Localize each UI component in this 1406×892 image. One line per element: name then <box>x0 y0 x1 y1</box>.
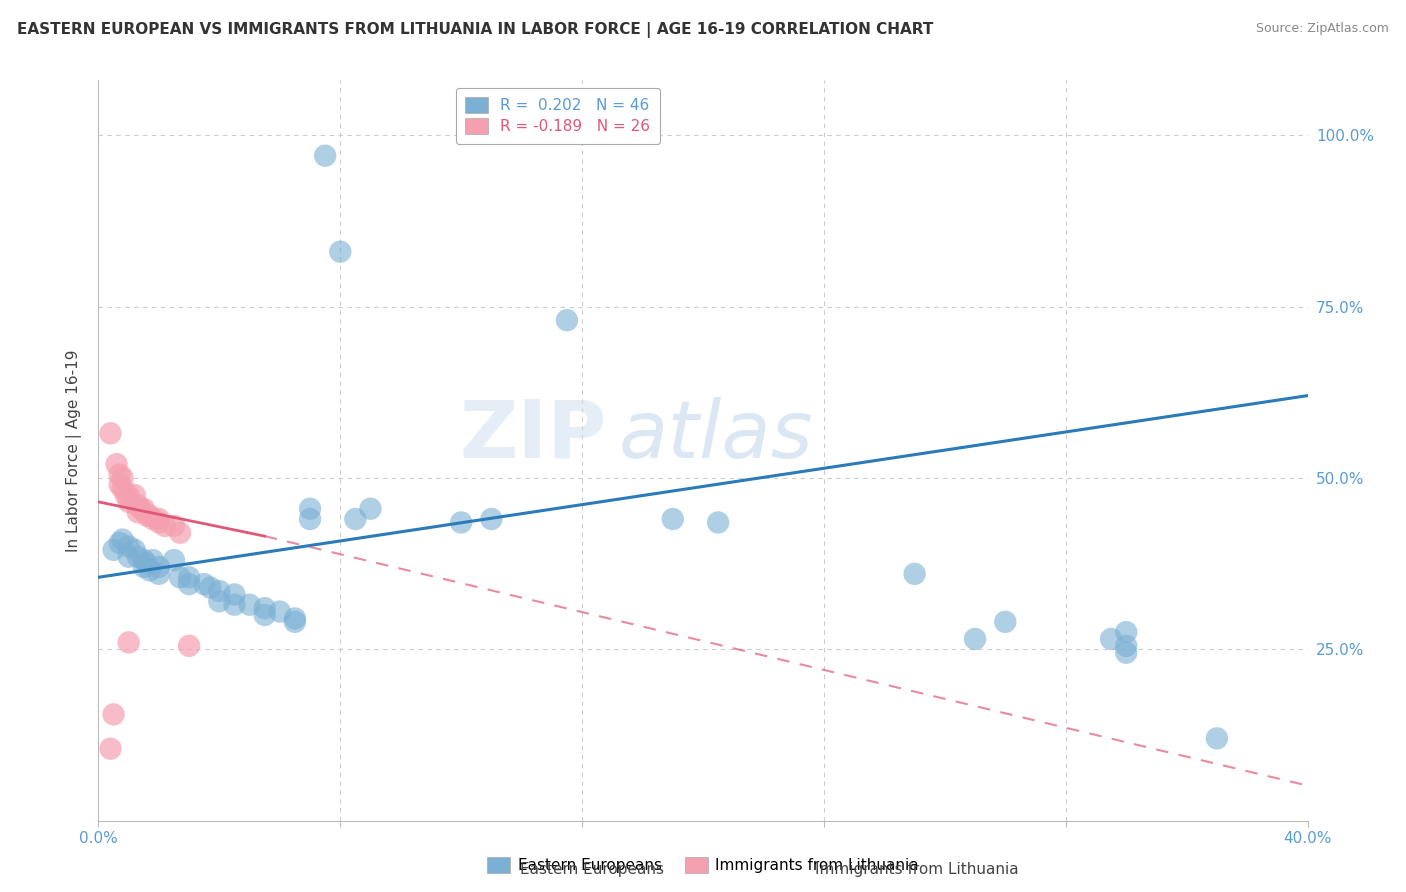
Point <box>1099 632 1122 646</box>
Point <box>118 549 141 564</box>
Point <box>179 577 201 591</box>
Point <box>284 615 307 629</box>
Point <box>132 560 155 574</box>
Point <box>193 577 215 591</box>
Point <box>169 525 191 540</box>
Point <box>132 553 155 567</box>
Legend: R =  0.202   N = 46, R = -0.189   N = 26: R = 0.202 N = 46, R = -0.189 N = 26 <box>456 88 659 144</box>
Point <box>100 741 122 756</box>
Point <box>142 553 165 567</box>
Point <box>108 536 131 550</box>
Text: Eastern Europeans: Eastern Europeans <box>520 863 664 877</box>
Text: atlas: atlas <box>619 397 813 475</box>
Point <box>118 540 141 554</box>
Point <box>132 501 155 516</box>
Point <box>239 598 262 612</box>
Point <box>179 639 201 653</box>
Point <box>707 516 730 530</box>
Point <box>269 605 291 619</box>
Point <box>344 512 367 526</box>
Point <box>118 495 141 509</box>
Point <box>108 467 131 482</box>
Point <box>224 587 246 601</box>
Point <box>103 542 125 557</box>
Point <box>139 508 162 523</box>
Point <box>169 570 191 584</box>
Point <box>163 519 186 533</box>
Point <box>224 598 246 612</box>
Point <box>253 607 276 622</box>
Point <box>299 501 322 516</box>
Point <box>1115 639 1137 653</box>
Point <box>124 542 146 557</box>
Point <box>118 635 141 649</box>
Point <box>904 566 927 581</box>
Point <box>127 505 149 519</box>
Point <box>661 512 683 526</box>
Point <box>139 563 162 577</box>
Text: ZIP: ZIP <box>458 397 606 475</box>
Point <box>142 512 165 526</box>
Point <box>135 557 157 571</box>
Text: Source: ZipAtlas.com: Source: ZipAtlas.com <box>1256 22 1389 36</box>
Point <box>555 313 578 327</box>
Point <box>314 149 336 163</box>
Point <box>208 594 231 608</box>
Point <box>163 553 186 567</box>
Point <box>200 581 222 595</box>
Point <box>111 481 134 495</box>
Point <box>284 611 307 625</box>
Point <box>1206 731 1229 746</box>
Point <box>108 477 131 491</box>
Text: Immigrants from Lithuania: Immigrants from Lithuania <box>815 863 1019 877</box>
Point <box>208 584 231 599</box>
Point <box>994 615 1017 629</box>
Legend: Eastern Europeans, Immigrants from Lithuania: Eastern Europeans, Immigrants from Lithu… <box>481 851 925 880</box>
Point <box>329 244 352 259</box>
Point <box>179 570 201 584</box>
Point <box>148 516 170 530</box>
Point <box>100 426 122 441</box>
Point <box>148 512 170 526</box>
Point <box>127 549 149 564</box>
Point <box>299 512 322 526</box>
Point <box>111 533 134 547</box>
Point <box>114 488 136 502</box>
Point <box>450 516 472 530</box>
Point <box>135 508 157 523</box>
Point <box>105 457 128 471</box>
Point <box>129 501 152 516</box>
Point <box>153 519 176 533</box>
Y-axis label: In Labor Force | Age 16-19: In Labor Force | Age 16-19 <box>66 349 83 552</box>
Point <box>148 566 170 581</box>
Point <box>965 632 987 646</box>
Point <box>148 560 170 574</box>
Point <box>253 601 276 615</box>
Point <box>111 471 134 485</box>
Point <box>118 488 141 502</box>
Text: EASTERN EUROPEAN VS IMMIGRANTS FROM LITHUANIA IN LABOR FORCE | AGE 16-19 CORRELA: EASTERN EUROPEAN VS IMMIGRANTS FROM LITH… <box>17 22 934 38</box>
Point <box>124 488 146 502</box>
Point <box>481 512 503 526</box>
Point <box>1115 646 1137 660</box>
Point <box>127 498 149 512</box>
Point <box>1115 625 1137 640</box>
Point <box>360 501 382 516</box>
Point <box>103 707 125 722</box>
